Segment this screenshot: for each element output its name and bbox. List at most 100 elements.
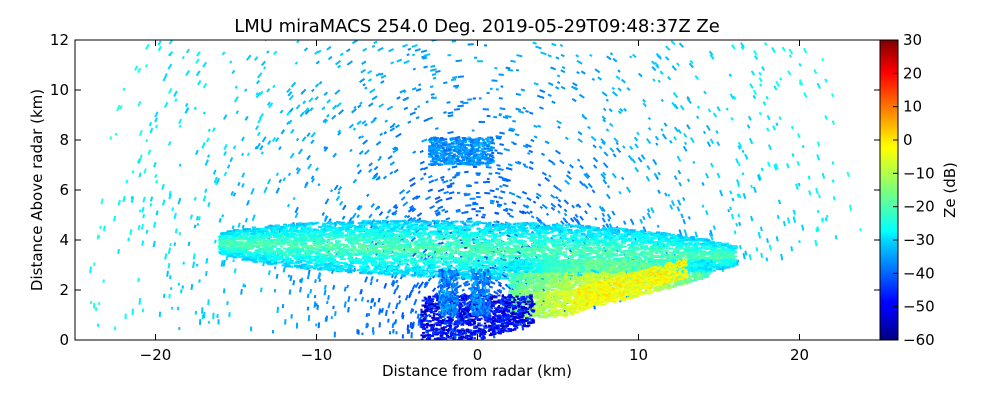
noise-echo [489,199,495,203]
noise-echo [758,77,763,83]
noise-echo [93,262,96,266]
noise-echo [173,242,177,246]
noise-echo [486,91,490,95]
noise-echo [411,44,418,48]
noise-echo [223,143,228,151]
cloud-echo [502,243,507,246]
noise-echo [138,298,142,305]
noise-echo [577,130,583,136]
noise-echo [535,45,542,50]
cloud-echo [404,249,411,252]
cloud-echo [445,237,450,240]
noise-echo [392,310,395,314]
noise-echo [141,240,145,246]
noise-echo [533,82,539,86]
noise-echo [413,298,418,306]
noise-echo [371,9,377,13]
noise-echo [604,8,608,11]
noise-echo [742,29,747,35]
noise-echo [182,261,185,265]
noise-echo [240,136,245,142]
noise-echo [207,321,210,324]
noise-echo [152,221,157,228]
noise-echo [295,322,299,329]
noise-echo [378,211,384,217]
noise-echo [747,115,752,121]
noise-echo [378,322,381,328]
noise-echo [824,217,828,222]
noise-echo [362,139,369,145]
noise-echo [388,331,392,335]
noise-echo [317,49,322,54]
noise-echo [169,242,172,247]
noise-echo [352,178,358,184]
noise-echo [161,199,166,206]
noise-echo [555,195,559,200]
noise-echo [556,119,562,125]
noise-echo [354,298,357,302]
noise-echo [154,117,158,123]
noise-echo [447,130,454,135]
noise-echo [498,73,504,77]
noise-echo [514,0,519,2]
noise-echo [242,0,246,2]
noise-echo [403,60,410,65]
noise-echo [615,141,619,146]
noise-echo [375,72,381,77]
noise-echo [402,201,409,207]
noise-echo [202,111,206,115]
noise-echo [185,48,190,54]
noise-echo [605,128,610,132]
noise-echo [605,223,610,229]
noise-echo [671,101,677,108]
noise-echo [241,224,245,229]
noise-echo [544,140,550,145]
noise-echo [652,158,658,166]
noise-echo [796,160,801,167]
noise-echo [603,151,609,157]
noise-echo [741,172,745,176]
noise-echo [592,156,599,163]
noise-echo [724,21,727,24]
noise-echo [776,214,780,220]
noise-echo [541,203,548,210]
noise-echo [189,214,193,220]
noise-echo [527,152,531,155]
noise-echo [192,261,196,269]
noise-echo [728,25,731,29]
noise-echo [332,104,338,110]
noise-echo [759,83,763,87]
noise-echo [573,9,576,12]
noise-echo [615,147,622,153]
noise-echo [356,163,361,168]
noise-echo [622,220,627,225]
noise-echo [142,214,146,219]
noise-echo [760,252,764,258]
noise-echo [710,235,714,241]
noise-echo [683,132,688,138]
noise-echo [489,2,493,4]
noise-echo [178,124,182,128]
noise-echo [642,215,646,221]
noise-echo [407,120,412,124]
noise-echo [273,50,278,56]
noise-echo [357,104,362,109]
noise-echo [612,153,617,158]
noise-echo [232,145,237,150]
noise-echo [464,170,469,174]
noise-echo [307,314,311,322]
plot-area [89,0,862,340]
noise-echo [216,314,219,319]
noise-echo [213,239,217,244]
noise-echo [374,205,380,211]
noise-echo [173,212,177,220]
noise-echo [824,78,828,83]
noise-echo [716,106,721,112]
noise-echo [273,266,277,270]
noise-echo [295,104,301,110]
noise-echo [406,53,410,57]
noise-echo [605,193,611,200]
noise-echo [231,225,235,230]
noise-echo [382,175,388,180]
noise-echo [778,116,782,121]
